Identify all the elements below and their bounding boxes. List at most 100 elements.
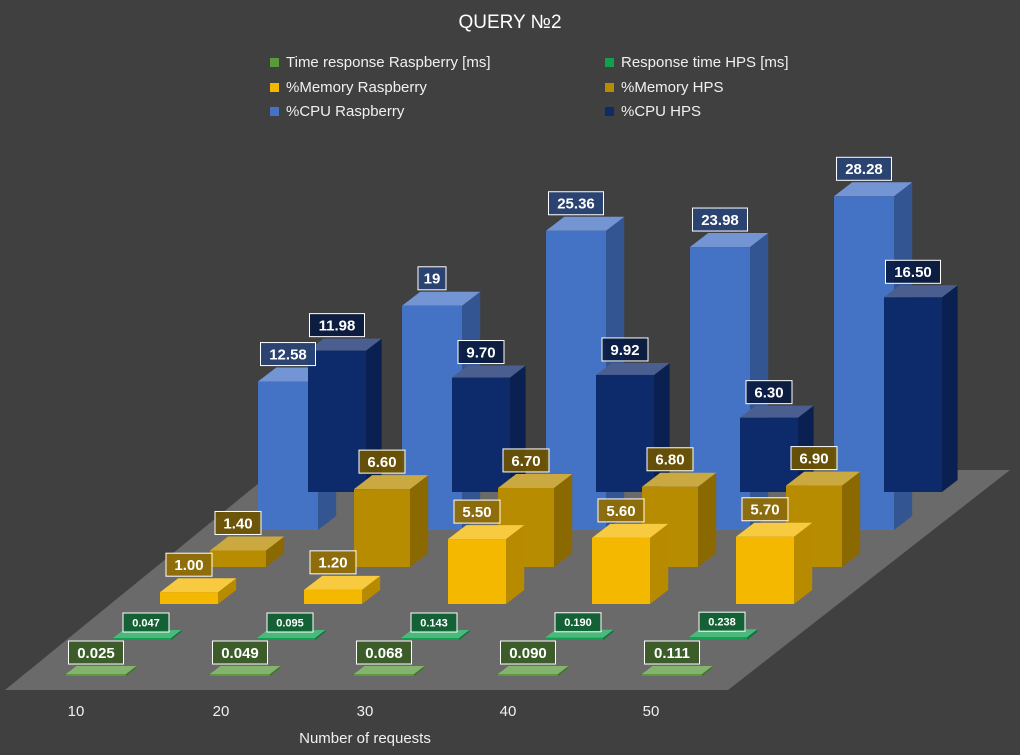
bar-side <box>362 575 381 604</box>
data-label-text: 5.50 <box>462 504 491 521</box>
bar <box>210 536 285 567</box>
bar-side <box>218 578 237 604</box>
bar <box>354 666 425 676</box>
data-label: 23.98 <box>692 207 748 232</box>
bar-front <box>308 350 366 492</box>
data-label-text: 1.00 <box>174 557 203 574</box>
data-label-text: 9.92 <box>610 342 639 359</box>
bar-front <box>596 374 654 492</box>
legend-swatch <box>605 107 614 116</box>
data-label-box <box>68 640 124 665</box>
data-label-box <box>410 612 458 633</box>
bar-front <box>884 297 942 492</box>
legend-label: %CPU Raspberry <box>286 103 405 120</box>
data-label-text: 0.047 <box>132 617 160 629</box>
data-label-box <box>548 191 604 216</box>
bar-top <box>452 365 526 378</box>
data-label-text: 28.28 <box>845 161 883 178</box>
legend-label: %Memory HPS <box>621 79 724 96</box>
bar-front <box>401 638 459 640</box>
bar-top <box>498 473 573 488</box>
data-label-box <box>644 640 700 665</box>
legend-label: %Memory Raspberry <box>286 79 427 96</box>
bar-front <box>736 536 794 604</box>
data-label-text: 0.190 <box>564 617 592 629</box>
bar <box>642 472 717 567</box>
data-label-box <box>597 498 645 523</box>
data-label: 5.70 <box>741 497 789 522</box>
bar-front <box>113 638 171 640</box>
data-label: 6.70 <box>502 448 550 473</box>
bar-front <box>498 674 558 676</box>
data-label-text: 9.70 <box>466 344 495 361</box>
data-label-box <box>885 259 941 284</box>
data-label-box <box>266 612 314 633</box>
data-label: 0.238 <box>698 611 746 632</box>
data-label: 1.40 <box>214 510 262 535</box>
bar-top <box>354 666 425 674</box>
data-label-box <box>646 447 694 472</box>
data-label: 0.190 <box>554 612 602 633</box>
data-label: 5.50 <box>453 499 501 524</box>
bar-side <box>702 666 713 676</box>
data-label: 12.58 <box>260 342 316 367</box>
bar-front <box>160 592 218 604</box>
data-label: 0.068 <box>356 640 412 665</box>
bar-top <box>642 472 717 487</box>
bar-side <box>650 523 669 604</box>
data-label: 28.28 <box>836 156 892 181</box>
data-label-box <box>790 446 838 471</box>
bar-top <box>736 522 813 537</box>
x-tick-label: 30 <box>356 703 374 720</box>
bar-front <box>210 674 270 676</box>
data-label: 0.111 <box>644 640 700 665</box>
data-label-text: 1.40 <box>223 515 252 532</box>
data-label: 19 <box>417 266 447 291</box>
data-label: 0.143 <box>410 612 458 633</box>
bar-side <box>698 472 717 567</box>
data-label-box <box>741 497 789 522</box>
bar-side <box>558 666 569 676</box>
bar-top <box>402 291 481 306</box>
legend-swatch <box>270 83 279 92</box>
data-label: 0.095 <box>266 612 314 633</box>
bar-top <box>690 233 769 248</box>
data-label-text: 0.068 <box>365 645 403 662</box>
legend-item-memory-raspberry: %Memory Raspberry <box>270 79 427 96</box>
data-label-text: 12.58 <box>269 346 307 363</box>
bar-top <box>354 475 429 490</box>
data-label-box <box>358 449 406 474</box>
data-label-text: 11.98 <box>319 318 356 335</box>
x-tick-label: 50 <box>642 703 660 720</box>
bar-side <box>654 362 670 492</box>
bar-side <box>270 666 281 676</box>
data-label: 25.36 <box>548 191 604 216</box>
data-label-box <box>601 337 649 362</box>
bar-side <box>459 630 470 640</box>
x-tick-label: 20 <box>212 703 230 720</box>
bar <box>884 285 958 492</box>
bar-side <box>410 475 429 567</box>
bar-front <box>448 539 506 604</box>
bar-top <box>786 471 861 486</box>
data-label-text: 6.30 <box>754 385 783 402</box>
bar-top <box>210 666 281 674</box>
legend-item-time-hps: Response time HPS [ms] <box>605 54 789 71</box>
bar-top <box>884 285 958 298</box>
data-label: 1.00 <box>165 552 213 577</box>
data-label-box <box>836 156 892 181</box>
legend-label: %CPU HPS <box>621 103 702 120</box>
data-label: 6.30 <box>745 380 793 405</box>
data-label-text: 0.111 <box>654 645 690 662</box>
data-label-text: 23.98 <box>701 212 739 229</box>
bar-side <box>747 629 758 640</box>
data-label-text: 0.095 <box>276 617 304 629</box>
data-label: 11.98 <box>309 313 365 338</box>
legend-item-memory-hps: %Memory HPS <box>605 79 724 96</box>
legend-item-cpu-raspberry: %CPU Raspberry <box>270 103 404 120</box>
data-label: 9.70 <box>457 340 505 365</box>
data-label: 9.92 <box>601 337 649 362</box>
data-label-box <box>356 640 412 665</box>
bar-front <box>354 674 414 676</box>
